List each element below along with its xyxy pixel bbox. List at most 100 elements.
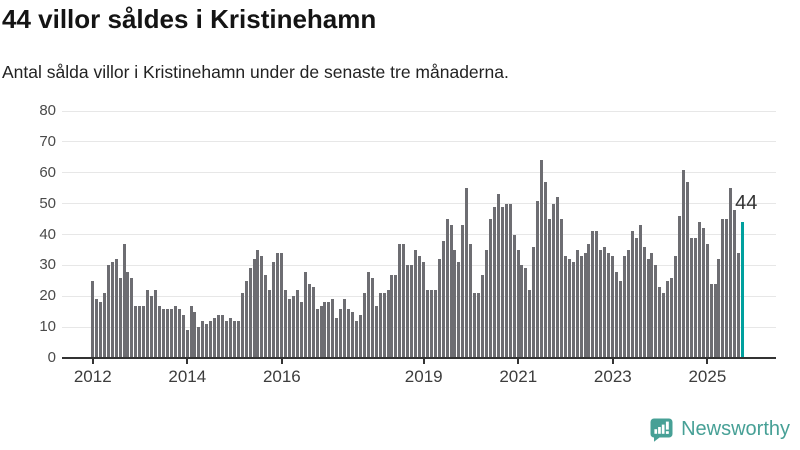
bar [520, 265, 524, 358]
bar [303, 271, 307, 358]
bar [587, 243, 591, 358]
x-axis-line [62, 357, 776, 359]
bar [232, 320, 236, 358]
bar [374, 305, 378, 358]
bar [185, 330, 189, 358]
bar [548, 219, 552, 358]
bar [410, 265, 414, 358]
bar [390, 274, 394, 358]
bar [721, 219, 725, 358]
x-axis-label: 2019 [404, 367, 443, 386]
bar [615, 271, 619, 358]
brand-name: Newsworthy [681, 418, 790, 440]
gridline [62, 203, 776, 205]
bar [441, 240, 445, 358]
bar [319, 305, 323, 358]
bar [595, 231, 599, 358]
bar [449, 225, 453, 358]
bar [94, 299, 98, 358]
bar [343, 299, 347, 358]
bar [382, 293, 386, 358]
bar [425, 290, 429, 358]
bar [437, 259, 441, 358]
bar [737, 253, 741, 358]
bar [485, 249, 488, 358]
bar [618, 280, 622, 358]
bar [421, 262, 425, 358]
bar [394, 274, 398, 358]
bar [197, 327, 201, 358]
last-value-label: 44 [735, 192, 758, 215]
bar [221, 314, 225, 358]
bar [260, 256, 264, 358]
bar [157, 305, 161, 358]
bar [634, 237, 638, 358]
bar [378, 293, 382, 358]
bar [540, 160, 544, 358]
bar [106, 265, 110, 358]
y-axis-label: 0 [47, 349, 56, 366]
bar [433, 290, 437, 358]
bar [252, 259, 256, 358]
bar [603, 246, 607, 358]
bar [642, 246, 646, 358]
bar [150, 296, 154, 358]
bar [351, 311, 355, 358]
bar [599, 249, 603, 358]
bar [697, 222, 701, 358]
bar [402, 243, 406, 358]
bar [638, 225, 642, 358]
bar [504, 203, 508, 358]
gridline [62, 141, 776, 143]
bar [551, 203, 555, 358]
bar [339, 308, 343, 358]
y-axis-label: 70 [39, 132, 56, 150]
bar [205, 324, 209, 358]
bar [536, 200, 540, 358]
bar [701, 228, 705, 358]
gridline [62, 234, 776, 235]
bar [630, 231, 634, 358]
bar [508, 203, 512, 358]
bar [280, 253, 284, 358]
bar [256, 249, 260, 358]
bar [658, 286, 662, 358]
bar [386, 290, 390, 358]
y-axis-label: 10 [39, 318, 56, 336]
y-axis-label: 60 [39, 163, 56, 181]
y-axis-label: 80 [39, 102, 56, 119]
bar [713, 283, 717, 358]
bar [142, 305, 146, 358]
bar [607, 253, 611, 358]
bar [418, 256, 422, 358]
bar [414, 249, 418, 358]
bar [674, 256, 678, 358]
bar [114, 259, 118, 358]
bar [138, 305, 142, 358]
bar [366, 271, 370, 358]
bar [284, 290, 288, 358]
highlighted-bar [741, 222, 745, 358]
newsworthy-chart-bubble-icon [649, 417, 674, 442]
bar [567, 259, 571, 358]
bar [555, 197, 559, 358]
bar [315, 308, 319, 358]
bar [646, 259, 650, 358]
bar [295, 290, 299, 358]
bar [729, 188, 733, 358]
bar [500, 206, 504, 358]
bar [370, 277, 374, 358]
chart-subtitle: Antal sålda villor i Kristinehamn under … [2, 62, 509, 82]
bar [524, 268, 528, 358]
axis-tick [422, 359, 425, 364]
axis-tick [517, 359, 520, 364]
y-axis-label: 30 [39, 256, 56, 274]
bar [682, 169, 685, 358]
bar [213, 317, 217, 358]
bar [559, 219, 563, 358]
bar [244, 280, 248, 358]
bar [473, 293, 477, 358]
bar [347, 308, 351, 358]
x-axis-label: 2023 [593, 367, 632, 386]
